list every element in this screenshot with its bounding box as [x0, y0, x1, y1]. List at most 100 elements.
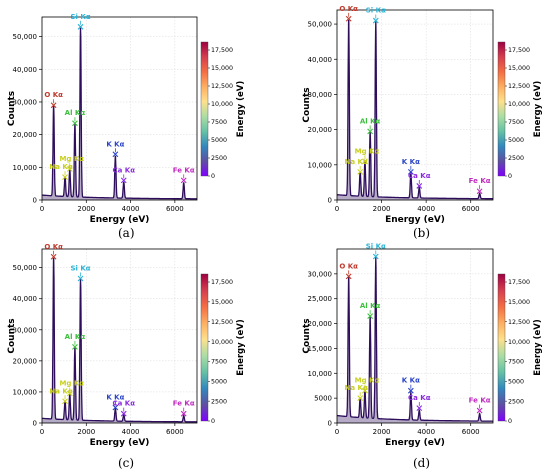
peak-label: O Kα — [339, 262, 358, 270]
colorbar-tick-label: 12,500 — [211, 83, 233, 90]
peak-marker — [367, 128, 374, 135]
eds-spectrum-chart-d: 0 5000 10,000 15,000 20,000 25,000 30,000 0 2000… — [302, 242, 543, 448]
peak-label: Ca Kα — [112, 400, 135, 408]
x-axis-label: Energy (eV) — [385, 215, 445, 225]
x-tick-label: 4000 — [417, 428, 435, 436]
colorbar-tick-label: 7500 — [211, 359, 227, 366]
colorbar-tick-label: 2500 — [211, 155, 227, 162]
colorbar-tick-label: 7500 — [508, 359, 524, 366]
caption-d: (d) — [413, 456, 431, 470]
colorbar-tick-label: 12,500 — [508, 319, 530, 326]
plot-frame — [336, 9, 494, 201]
colorbar-tick-label: 10,000 — [211, 339, 233, 346]
peak-label: Si Kα — [366, 7, 386, 15]
y-tick-label: 20,000 — [13, 131, 38, 139]
panel-c: 0 10,000 20,000 30,000 40,000 50,000 0 2000 4000… — [0, 237, 275, 474]
y-tick-label: 0 — [328, 420, 332, 428]
colorbar — [497, 41, 506, 177]
colorbar-tick-label: 0 — [508, 173, 512, 180]
peak-label: Fe Kα — [469, 397, 491, 405]
peak-marker — [362, 387, 368, 394]
y-axis-label: Counts — [302, 87, 312, 122]
peak-marker — [62, 398, 68, 405]
colorbar-tick-label: 10,000 — [508, 339, 530, 346]
peak-label: Ca Kα — [112, 166, 135, 174]
y-axis-label: Counts — [7, 318, 17, 353]
y-tick-label: 40,000 — [13, 295, 38, 303]
peak-label: O Kα — [339, 5, 358, 13]
peak-label: Al Kα — [360, 302, 381, 310]
x-tick-label: 2000 — [77, 428, 95, 436]
peak-label: K Kα — [106, 140, 124, 148]
peak-marker — [77, 23, 84, 30]
x-tick-label: 6000 — [166, 428, 184, 436]
peak-marker — [180, 177, 187, 184]
peak-marker — [357, 168, 364, 175]
colorbar-label: Energy (eV) — [236, 81, 246, 138]
caption-c: (c) — [118, 456, 135, 470]
x-axis-label: Energy (eV) — [385, 438, 445, 448]
peak-label: K Kα — [106, 393, 124, 401]
plot-frame — [336, 248, 494, 424]
colorbar — [200, 273, 209, 422]
x-tick-label: 6000 — [166, 205, 184, 213]
peak-label: Fe Kα — [173, 166, 195, 174]
colorbar-tick-label: 0 — [211, 418, 215, 425]
peak-marker — [50, 253, 57, 260]
peak-label: Ca Kα — [408, 172, 431, 180]
colorbar-tick-label: 2500 — [211, 398, 227, 405]
y-tick-label: 20,000 — [13, 357, 38, 365]
colorbar-tick-label: 17,500 — [211, 47, 233, 54]
colorbar-tick-label: 0 — [211, 173, 215, 180]
peak-label: Ca Kα — [408, 394, 431, 402]
plot-frame — [41, 16, 198, 201]
x-tick-label: 0 — [40, 428, 44, 436]
y-tick-label: 50,000 — [13, 264, 38, 272]
peak-label: Na Kα — [49, 163, 72, 171]
y-tick-label: 40,000 — [308, 56, 333, 64]
colorbar-tick-label: 15,000 — [508, 299, 530, 306]
y-tick-label: 30,000 — [308, 91, 333, 99]
peak-marker — [66, 390, 73, 397]
eds-spectrum-chart-a: 0 10,000 20,000 30,000 40,000 50,000 0 2000 4000… — [7, 13, 246, 225]
x-tick-label: 4000 — [122, 428, 140, 436]
panel-b: 0 10,000 20,000 30,000 40,000 50,000 0 2000 4000… — [275, 0, 550, 240]
colorbar-tick-label: 17,500 — [508, 279, 530, 286]
peak-marker — [362, 158, 368, 165]
peak-label: K Kα — [402, 158, 420, 166]
y-tick-label: 5000 — [314, 395, 332, 403]
x-tick-label: 2000 — [373, 428, 391, 436]
x-tick-label: 2000 — [77, 205, 95, 213]
peak-label: Na Kα — [49, 387, 72, 395]
colorbar-tick-label: 5000 — [508, 378, 524, 385]
colorbar-tick-label: 17,500 — [211, 279, 233, 286]
peak-marker — [476, 188, 483, 195]
y-tick-label: 0 — [33, 420, 37, 428]
peak-label: Fe Kα — [469, 177, 491, 185]
colorbar-tick-label: 7500 — [508, 119, 524, 126]
panel-a: 0 10,000 20,000 30,000 40,000 50,000 0 2000 4000… — [0, 0, 275, 240]
y-tick-label: 30,000 — [308, 270, 333, 278]
peak-marker — [367, 313, 374, 320]
y-tick-label: 20,000 — [308, 320, 333, 328]
peak-marker — [120, 177, 127, 184]
peak-marker — [72, 120, 78, 127]
y-tick-label: 30,000 — [13, 98, 38, 106]
peak-marker — [120, 410, 127, 417]
x-tick-label: 4000 — [122, 205, 140, 213]
peak-label: Mg Kα — [355, 377, 380, 385]
peak-marker — [407, 387, 414, 394]
colorbar-tick-label: 5000 — [211, 378, 227, 385]
peak-marker — [180, 410, 187, 417]
peak-marker — [357, 395, 364, 402]
y-tick-label: 40,000 — [13, 66, 38, 74]
y-tick-label: 50,000 — [13, 33, 38, 41]
colorbar-tick-label: 2500 — [508, 398, 524, 405]
peak-marker — [77, 275, 84, 282]
colorbar-tick-label: 10,000 — [211, 101, 233, 108]
colorbar — [200, 41, 209, 177]
colorbar-tick-label: 7500 — [211, 119, 227, 126]
peak-marker — [476, 407, 483, 414]
caption-a: (a) — [118, 226, 135, 240]
y-tick-label: 0 — [33, 197, 37, 205]
